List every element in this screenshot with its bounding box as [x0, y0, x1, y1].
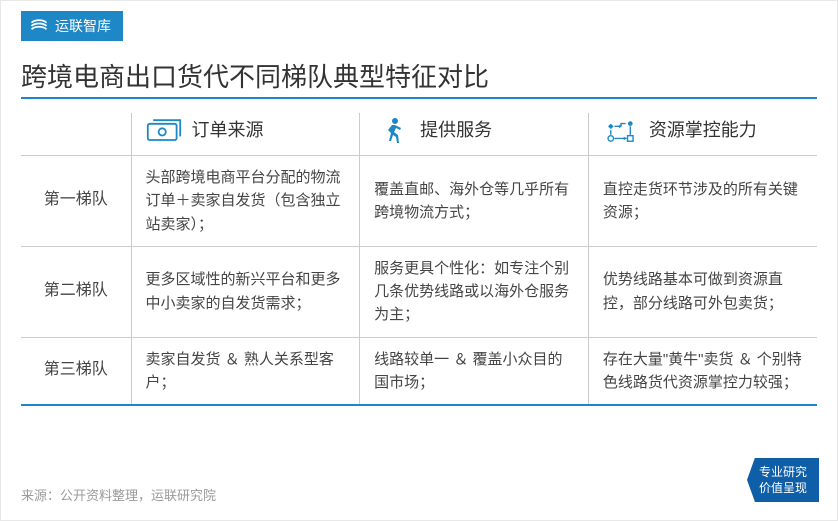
cash-icon	[146, 117, 182, 145]
brand-badge: 运联智库	[21, 11, 123, 41]
flowchart-icon	[603, 117, 639, 145]
brand-name: 运联智库	[55, 16, 111, 36]
row-header: 第一梯队	[21, 156, 131, 247]
cell: 直控走货环节涉及的所有关键资源；	[588, 156, 817, 247]
cell: 卖家自发货 ＆ 熟人关系型客户；	[131, 337, 360, 404]
table-row: 第三梯队 卖家自发货 ＆ 熟人关系型客户； 线路较单一 ＆ 覆盖小众目的国市场；…	[21, 337, 817, 404]
comparison-table: 订单来源 提供服务	[21, 113, 817, 404]
source-text: 来源：公开资料整理，运联研究院	[21, 485, 216, 504]
brand-logo-icon	[29, 16, 49, 36]
ribbon-line2: 价值呈现	[759, 480, 807, 496]
table-corner	[21, 113, 131, 156]
col-header-order-source: 订单来源	[131, 113, 360, 156]
cell: 存在大量"黄牛"卖货 ＆ 个别特色线路货代资源掌控力较强；	[588, 337, 817, 404]
table-row: 第二梯队 更多区域性的新兴平台和更多中小卖家的自发货需求； 服务更具个性化：如专…	[21, 246, 817, 337]
cell: 线路较单一 ＆ 覆盖小众目的国市场；	[360, 337, 589, 404]
col-label: 订单来源	[192, 117, 264, 145]
table-bottom-divider	[21, 404, 817, 406]
table-row: 第一梯队 头部跨境电商平台分配的物流订单＋卖家自发货（包含独立站卖家）； 覆盖直…	[21, 156, 817, 247]
ribbon-line1: 专业研究	[759, 464, 807, 480]
page-title: 跨境电商出口货代不同梯队典型特征对比	[21, 57, 489, 94]
running-person-icon	[374, 117, 410, 145]
row-header: 第二梯队	[21, 246, 131, 337]
row-header: 第三梯队	[21, 337, 131, 404]
cell: 服务更具个性化：如专注个别几条优势线路或以海外仓服务为主；	[360, 246, 589, 337]
col-header-service: 提供服务	[360, 113, 589, 156]
col-label: 资源掌控能力	[649, 117, 757, 145]
cell: 更多区域性的新兴平台和更多中小卖家的自发货需求；	[131, 246, 360, 337]
col-label: 提供服务	[420, 117, 492, 145]
cell: 覆盖直邮、海外仓等几乎所有跨境物流方式；	[360, 156, 589, 247]
col-header-resource: 资源掌控能力	[588, 113, 817, 156]
comparison-table-wrap: 订单来源 提供服务	[21, 113, 817, 406]
cell: 优势线路基本可做到资源直控，部分线路可外包卖货；	[588, 246, 817, 337]
corner-ribbon: 专业研究 价值呈现	[747, 458, 819, 502]
cell: 头部跨境电商平台分配的物流订单＋卖家自发货（包含独立站卖家）；	[131, 156, 360, 247]
title-underline	[21, 97, 817, 99]
